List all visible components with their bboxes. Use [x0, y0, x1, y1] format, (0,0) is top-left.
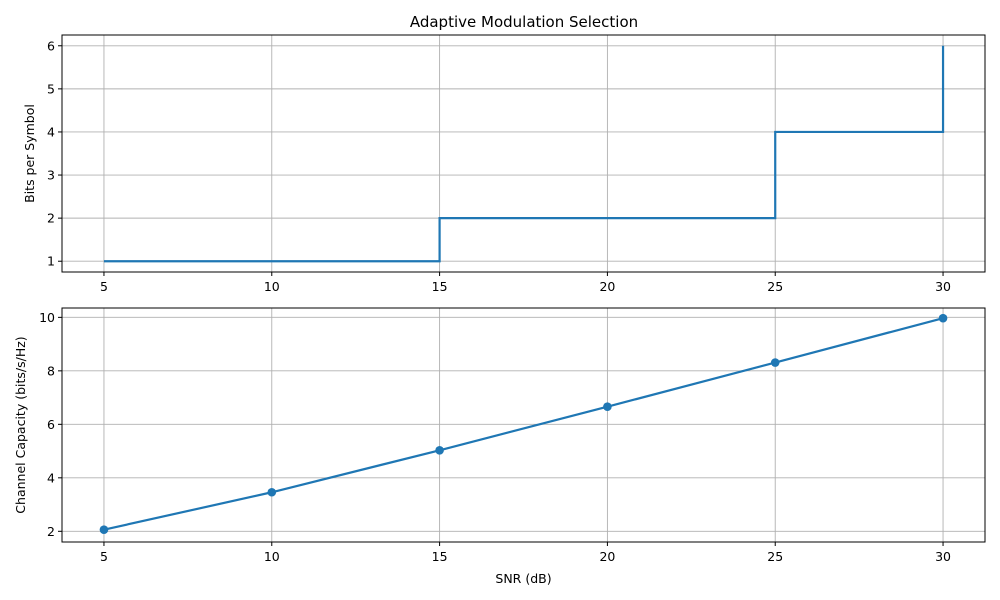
bottom-y-axis-label: Channel Capacity (bits/s/Hz) [13, 336, 28, 513]
y-tick-label: 1 [47, 254, 55, 269]
x-tick-label: 30 [935, 279, 951, 294]
bottom-ticks: 5 10 15 20 25 30 2 4 6 8 10 [39, 310, 951, 564]
bottom-x-axis-label: SNR (dB) [495, 571, 551, 586]
x-tick-label: 10 [264, 279, 280, 294]
data-point [99, 525, 109, 534]
data-point [435, 445, 444, 455]
x-tick-label: 10 [264, 549, 280, 564]
x-tick-label: 25 [767, 549, 783, 564]
x-tick-label: 15 [432, 549, 448, 564]
y-tick-label: 2 [47, 211, 55, 226]
y-tick-label: 2 [47, 524, 55, 539]
data-point [267, 487, 277, 497]
y-tick-label: 5 [47, 81, 55, 96]
bottom-axes-frame [61, 307, 986, 543]
y-tick-label: 10 [39, 310, 55, 325]
y-tick-label: 6 [47, 417, 55, 432]
series-line [103, 317, 944, 531]
y-tick-label: 6 [47, 38, 55, 53]
y-tick-label: 4 [47, 470, 55, 485]
bottom-grid [62, 308, 985, 542]
x-tick-label: 5 [100, 549, 108, 564]
data-point [770, 358, 780, 367]
top-panel: Adaptive Modulation Selection 5 10 15 20 25 3… [22, 13, 986, 294]
y-tick-label: 8 [47, 363, 55, 378]
top-ticks: 5 10 15 20 25 30 1 2 3 4 5 6 [47, 38, 951, 294]
x-tick-label: 20 [599, 279, 615, 294]
y-tick-label: 3 [47, 168, 55, 183]
x-tick-label: 25 [767, 279, 783, 294]
x-tick-label: 20 [599, 549, 615, 564]
x-tick-label: 30 [935, 549, 951, 564]
bottom-panel: 5 10 15 20 25 30 2 4 6 8 10 Channel Capacity (bits… [13, 307, 986, 586]
top-y-axis-label: Bits per Symbol [22, 104, 37, 203]
top-grid [62, 35, 985, 272]
x-tick-label: 15 [432, 279, 448, 294]
series-line [103, 45, 945, 263]
data-point [938, 313, 948, 323]
top-axes-frame [61, 34, 986, 273]
top-series [103, 45, 945, 263]
data-point [603, 402, 612, 411]
y-tick-label: 4 [47, 124, 55, 139]
x-tick-label: 5 [100, 279, 108, 294]
bottom-series [99, 313, 948, 534]
chart-title: Adaptive Modulation Selection [410, 13, 638, 31]
